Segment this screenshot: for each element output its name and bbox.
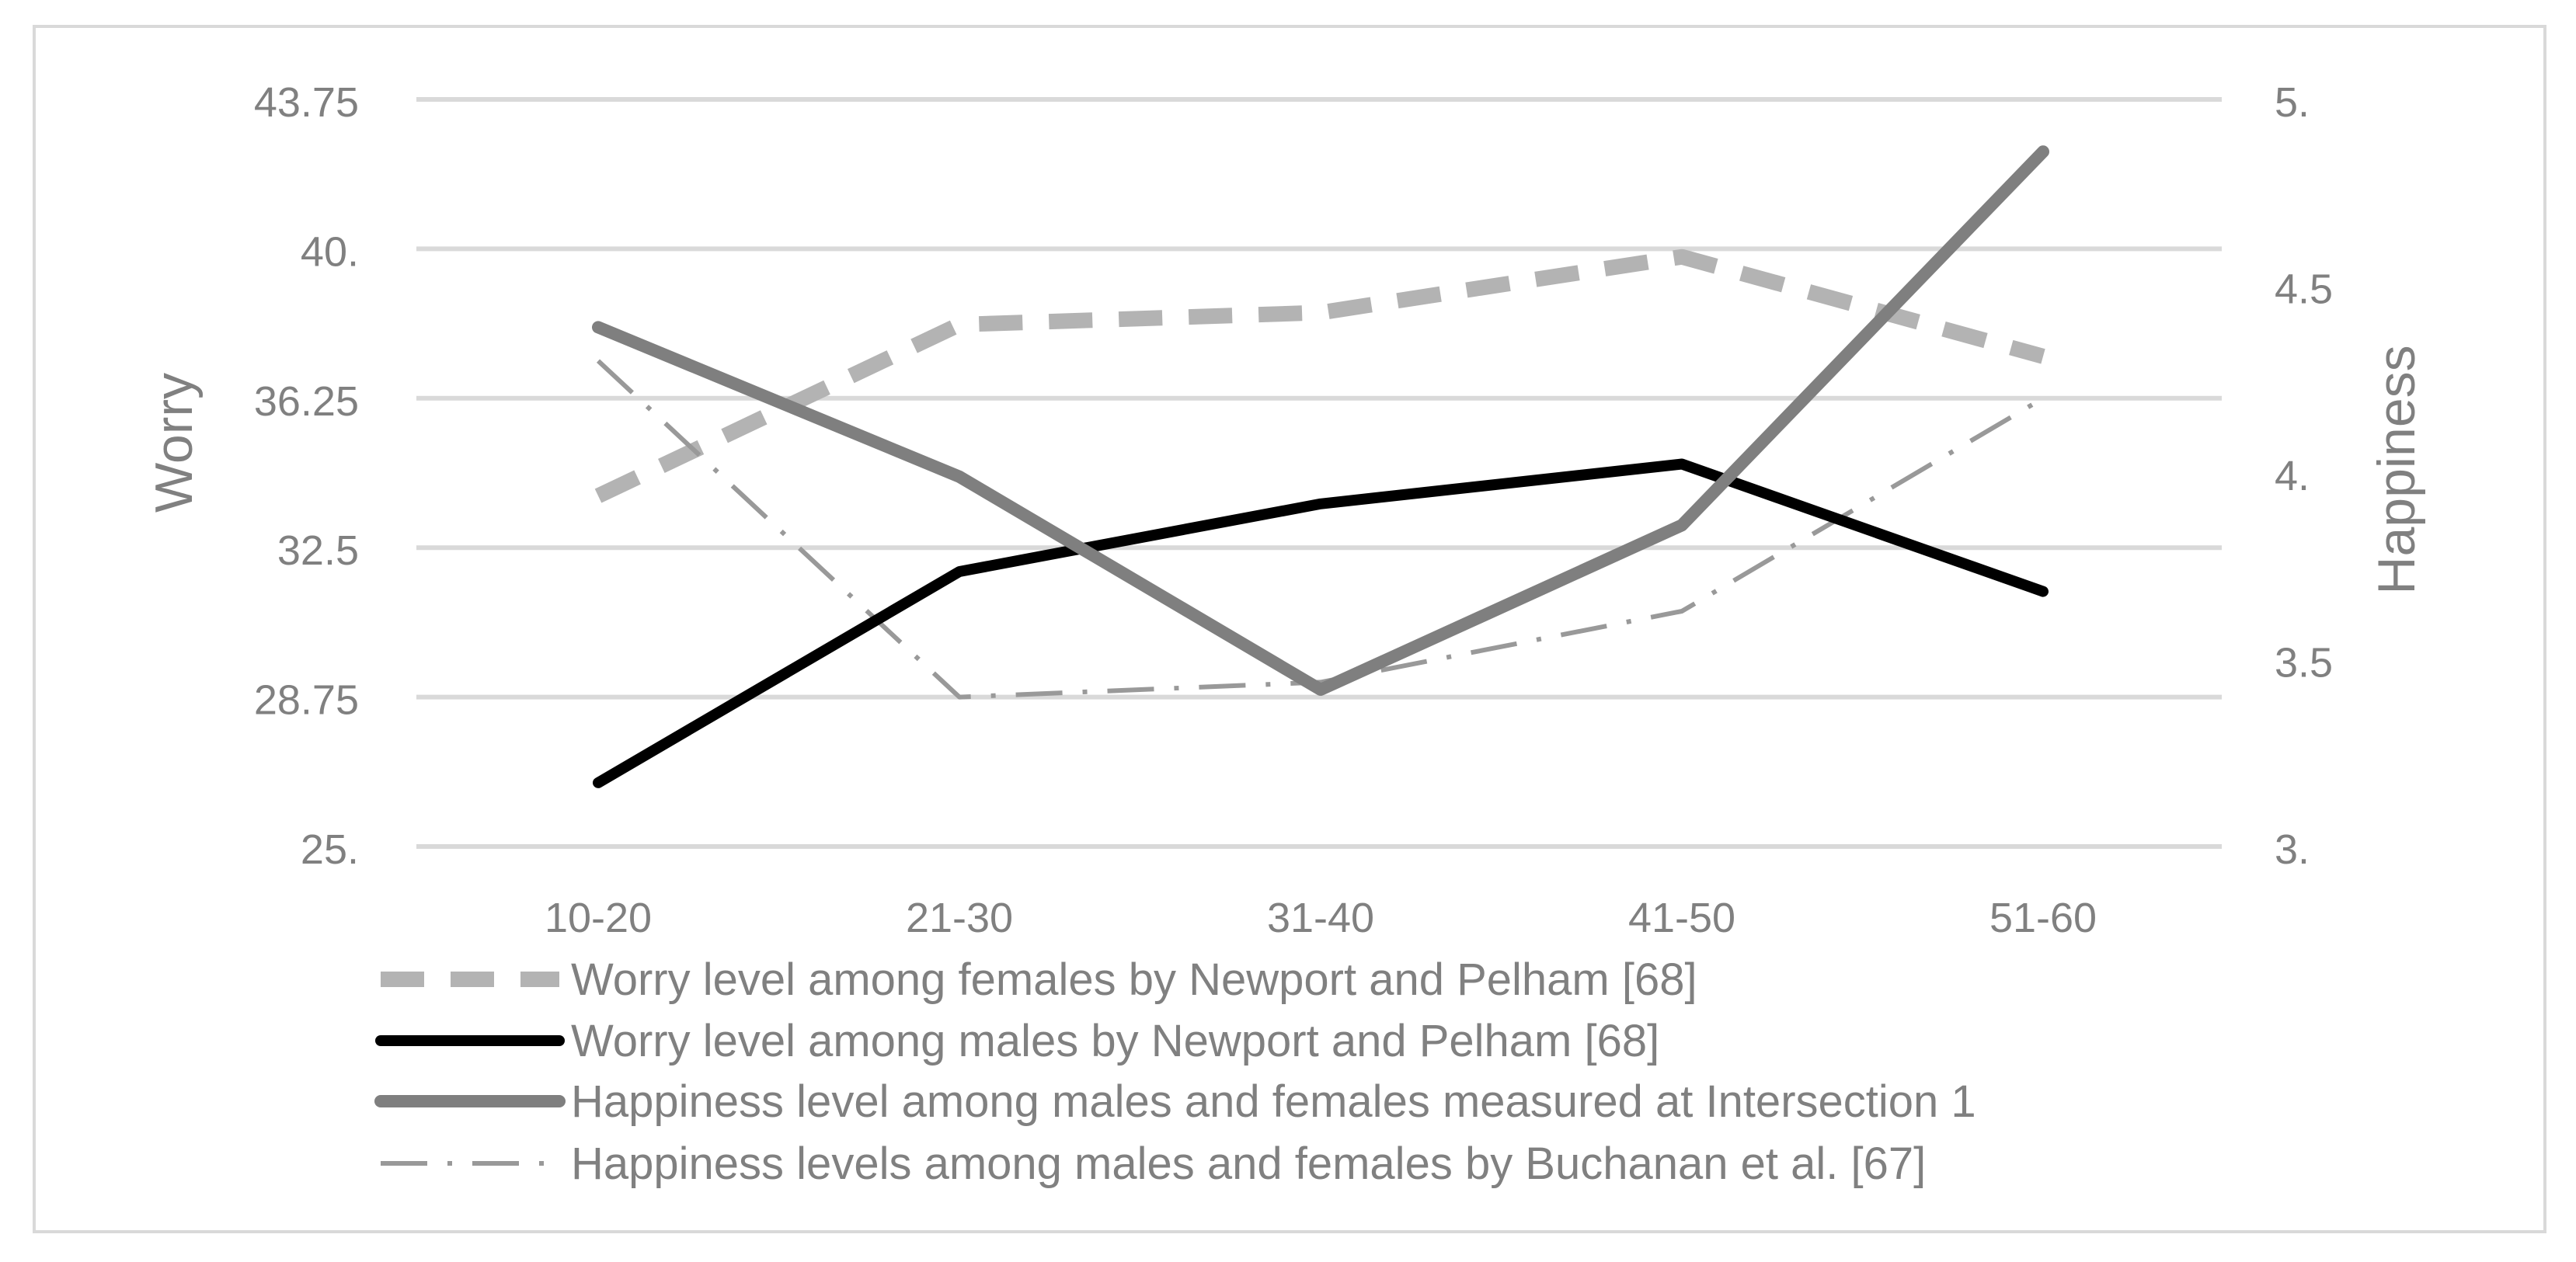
left-axis-ticks: 25. 28.75 32.5 36.25 40. 43.75 bbox=[254, 79, 359, 873]
x-tick-label: 10-20 bbox=[545, 895, 652, 941]
legend-label: Happiness level among males and females … bbox=[571, 1076, 1976, 1127]
right-tick-label: 5. bbox=[2275, 79, 2310, 126]
legend-label: Happiness levels among males and females… bbox=[571, 1139, 1926, 1189]
right-axis-ticks: 3. 3.5 4. 4.5 5. bbox=[2275, 79, 2333, 873]
data-point bbox=[1681, 524, 1683, 526]
data-point bbox=[597, 326, 599, 328]
data-point bbox=[2042, 398, 2044, 399]
left-tick-label: 28.75 bbox=[254, 677, 359, 724]
data-point bbox=[1320, 503, 1321, 505]
legend-label: Worry level among males by Newport and P… bbox=[571, 1016, 1659, 1066]
data-point bbox=[2042, 356, 2044, 357]
data-point bbox=[959, 324, 960, 325]
series-line bbox=[593, 458, 2049, 788]
right-tick-label: 3. bbox=[2275, 826, 2310, 873]
right-tick-label: 3.5 bbox=[2275, 640, 2333, 687]
right-axis-title: Happiness bbox=[2367, 345, 2426, 594]
x-tick-label: 51-60 bbox=[1989, 895, 2097, 941]
legend-label: Worry level among females by Newport and… bbox=[571, 954, 1697, 1005]
data-point bbox=[597, 782, 599, 784]
left-axis-title: Worry bbox=[144, 373, 204, 513]
right-tick-label: 4.5 bbox=[2275, 266, 2333, 313]
x-axis-ticks: 10-20 21-30 31-40 41-50 51-60 bbox=[545, 895, 2097, 941]
data-point bbox=[1320, 689, 1321, 690]
left-tick-label: 43.75 bbox=[254, 79, 359, 126]
data-point bbox=[1681, 464, 1683, 465]
data-point bbox=[2042, 591, 2044, 593]
legend: Worry level among females by Newport and… bbox=[374, 954, 1976, 1189]
left-tick-label: 32.5 bbox=[277, 527, 359, 574]
data-point bbox=[1320, 312, 1321, 314]
data-point bbox=[1681, 256, 1683, 258]
data-point bbox=[597, 360, 599, 362]
left-tick-label: 25. bbox=[301, 826, 359, 873]
series-line bbox=[596, 359, 2045, 700]
series-lines bbox=[592, 145, 2049, 788]
right-tick-label: 4. bbox=[2275, 453, 2310, 499]
data-point bbox=[1681, 610, 1683, 612]
data-point bbox=[959, 571, 960, 572]
data-point bbox=[2042, 151, 2044, 152]
x-tick-label: 31-40 bbox=[1267, 895, 1374, 941]
gridlines bbox=[416, 97, 2222, 849]
data-point bbox=[597, 495, 599, 497]
data-point bbox=[959, 697, 960, 698]
left-tick-label: 36.25 bbox=[254, 378, 359, 425]
left-tick-label: 40. bbox=[301, 228, 359, 275]
chart-border bbox=[33, 25, 2546, 1233]
series-line bbox=[592, 145, 2049, 696]
data-point bbox=[959, 476, 960, 478]
x-tick-label: 21-30 bbox=[906, 895, 1013, 941]
x-tick-label: 41-50 bbox=[1628, 895, 1735, 941]
